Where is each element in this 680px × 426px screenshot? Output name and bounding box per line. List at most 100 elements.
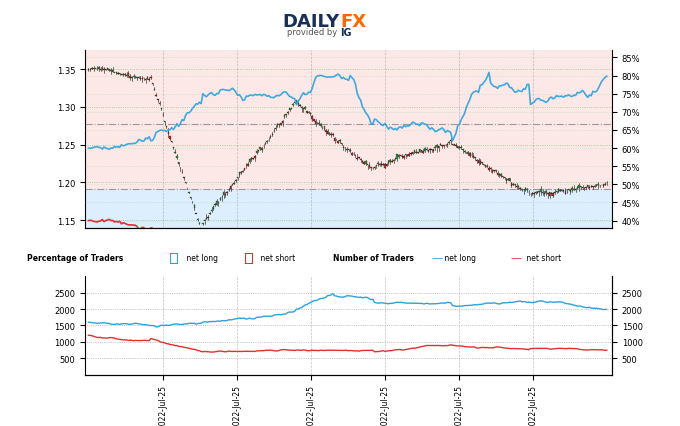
Bar: [598, 184, 599, 186]
Bar: [185, 182, 186, 183]
Bar: [352, 154, 353, 155]
Bar: [440, 145, 441, 146]
Bar: [308, 113, 309, 114]
Bar: [367, 165, 369, 166]
Bar: [311, 117, 313, 120]
Bar: [396, 155, 398, 159]
Bar: [544, 193, 545, 194]
Bar: [152, 84, 153, 85]
Bar: [110, 71, 112, 72]
Bar: [372, 168, 373, 169]
Bar: [159, 104, 160, 105]
Bar: [201, 228, 202, 229]
Bar: [505, 180, 507, 181]
Bar: [525, 189, 526, 190]
Bar: [498, 175, 500, 176]
Bar: [339, 141, 341, 142]
Bar: [596, 186, 597, 187]
Bar: [545, 192, 547, 194]
Bar: [280, 124, 282, 126]
Bar: [333, 135, 334, 136]
Text: Percentage of Traders: Percentage of Traders: [27, 253, 124, 262]
Bar: [377, 164, 379, 165]
Bar: [528, 192, 530, 193]
Bar: [592, 187, 594, 188]
Bar: [101, 69, 103, 70]
Bar: [475, 158, 476, 159]
Bar: [540, 189, 541, 193]
Bar: [362, 162, 363, 163]
Bar: [391, 161, 392, 162]
Bar: [483, 164, 484, 165]
Bar: [415, 152, 417, 154]
Bar: [156, 95, 157, 96]
Bar: [107, 69, 108, 71]
Bar: [100, 70, 101, 71]
Bar: [407, 155, 408, 156]
Bar: [298, 104, 299, 106]
Bar: [178, 163, 180, 164]
Bar: [289, 109, 290, 111]
Bar: [500, 175, 502, 176]
Bar: [419, 150, 420, 152]
Bar: [589, 187, 590, 189]
Bar: [204, 221, 205, 222]
Bar: [124, 75, 126, 76]
Bar: [432, 150, 434, 152]
Bar: [602, 185, 604, 187]
Bar: [176, 156, 177, 158]
Bar: [190, 197, 192, 199]
Bar: [448, 143, 449, 144]
Bar: [409, 154, 410, 156]
Bar: [511, 183, 512, 187]
Bar: [263, 146, 265, 147]
Bar: [516, 187, 517, 188]
Bar: [160, 109, 162, 110]
Bar: [564, 191, 566, 195]
Bar: [386, 164, 388, 167]
Bar: [325, 131, 326, 133]
Bar: [273, 131, 275, 132]
Bar: [214, 204, 216, 206]
Bar: [171, 142, 172, 143]
Bar: [195, 213, 197, 214]
Bar: [478, 161, 479, 164]
Bar: [233, 183, 235, 184]
Bar: [95, 69, 96, 70]
Bar: [601, 185, 602, 186]
Bar: [556, 191, 557, 192]
Bar: [254, 156, 256, 159]
Bar: [551, 193, 552, 195]
Bar: [93, 69, 95, 70]
Bar: [216, 202, 218, 205]
Bar: [261, 148, 262, 151]
Bar: [547, 194, 549, 195]
Bar: [488, 169, 490, 171]
Bar: [390, 161, 391, 163]
Text: net long: net long: [184, 253, 218, 262]
Bar: [133, 76, 134, 78]
Bar: [126, 76, 127, 77]
Bar: [365, 162, 367, 165]
Bar: [347, 150, 350, 151]
Bar: [605, 184, 606, 185]
Bar: [381, 165, 382, 166]
Bar: [467, 153, 469, 154]
Bar: [218, 202, 219, 204]
Bar: [507, 180, 509, 181]
Bar: [356, 158, 358, 160]
Bar: [394, 159, 396, 160]
Bar: [542, 192, 543, 194]
Bar: [431, 150, 432, 151]
Bar: [154, 90, 155, 91]
Bar: [299, 106, 301, 107]
Bar: [582, 187, 583, 188]
Bar: [481, 163, 483, 164]
Bar: [318, 124, 320, 125]
Bar: [163, 115, 164, 116]
Bar: [400, 155, 401, 156]
Bar: [192, 202, 193, 203]
Text: net short: net short: [258, 253, 296, 262]
Bar: [282, 121, 284, 124]
Bar: [526, 190, 528, 191]
